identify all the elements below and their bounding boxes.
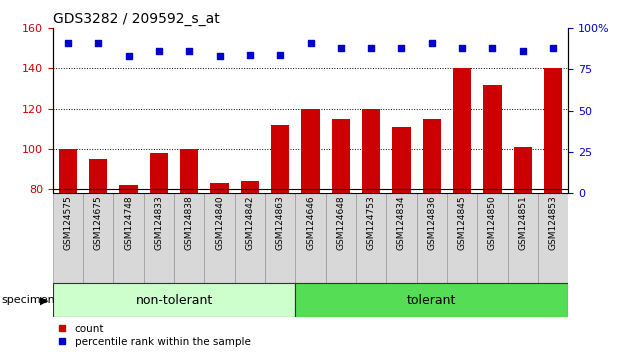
Bar [119, 185, 138, 193]
Bar [204, 193, 235, 283]
Text: tolerant: tolerant [407, 293, 456, 307]
Bar [83, 193, 114, 283]
Bar [59, 149, 77, 193]
Bar [271, 125, 289, 193]
Bar [301, 109, 320, 193]
Bar [53, 193, 83, 283]
Point [215, 53, 225, 59]
Text: GSM124833: GSM124833 [155, 196, 163, 250]
Text: GSM124842: GSM124842 [245, 196, 255, 250]
Bar [453, 68, 471, 193]
Bar [538, 193, 568, 283]
Text: GSM124748: GSM124748 [124, 196, 133, 250]
Bar [362, 109, 380, 193]
Bar [143, 193, 174, 283]
Text: GSM124575: GSM124575 [63, 196, 73, 250]
Text: ▶: ▶ [40, 295, 49, 305]
Text: GDS3282 / 209592_s_at: GDS3282 / 209592_s_at [53, 12, 220, 26]
Text: GSM124753: GSM124753 [366, 196, 376, 250]
Text: GSM124845: GSM124845 [458, 196, 466, 250]
Point [487, 45, 497, 51]
Bar [89, 159, 107, 193]
Bar [544, 68, 562, 193]
Legend: count, percentile rank within the sample: count, percentile rank within the sample [58, 324, 250, 347]
Bar [447, 193, 478, 283]
Point [275, 52, 285, 57]
Bar [174, 193, 204, 283]
Bar [514, 147, 532, 193]
Bar [423, 119, 441, 193]
Text: GSM124863: GSM124863 [276, 196, 284, 250]
Text: GSM124851: GSM124851 [519, 196, 527, 250]
Point [366, 45, 376, 51]
Bar [325, 193, 356, 283]
Text: GSM124834: GSM124834 [397, 196, 406, 250]
Bar [483, 85, 502, 193]
Bar [417, 193, 447, 283]
Text: GSM124850: GSM124850 [488, 196, 497, 250]
Point [548, 45, 558, 51]
Bar [114, 193, 143, 283]
Bar [332, 119, 350, 193]
Point [518, 48, 528, 54]
Point [427, 40, 437, 46]
Point [93, 40, 103, 46]
Text: specimen: specimen [1, 295, 55, 305]
Bar [180, 149, 198, 193]
Point [124, 53, 134, 59]
Point [154, 48, 164, 54]
Bar [241, 181, 259, 193]
Text: GSM124840: GSM124840 [215, 196, 224, 250]
Point [245, 52, 255, 57]
Bar [235, 193, 265, 283]
Point [396, 45, 406, 51]
Text: GSM124853: GSM124853 [548, 196, 558, 250]
Text: non-tolerant: non-tolerant [135, 293, 212, 307]
Bar [507, 193, 538, 283]
Point [306, 40, 315, 46]
Bar [392, 127, 410, 193]
Bar [211, 183, 229, 193]
Bar [296, 283, 568, 317]
Text: GSM124836: GSM124836 [427, 196, 437, 250]
Text: GSM124838: GSM124838 [184, 196, 194, 250]
Bar [53, 283, 296, 317]
Point [336, 45, 346, 51]
Bar [478, 193, 507, 283]
Bar [296, 193, 325, 283]
Text: GSM124646: GSM124646 [306, 196, 315, 250]
Bar [265, 193, 296, 283]
Bar [150, 153, 168, 193]
Text: GSM124648: GSM124648 [337, 196, 345, 250]
Bar [386, 193, 417, 283]
Point [63, 40, 73, 46]
Text: GSM124675: GSM124675 [94, 196, 102, 250]
Bar [356, 193, 386, 283]
Point [457, 45, 467, 51]
Point [184, 48, 194, 54]
